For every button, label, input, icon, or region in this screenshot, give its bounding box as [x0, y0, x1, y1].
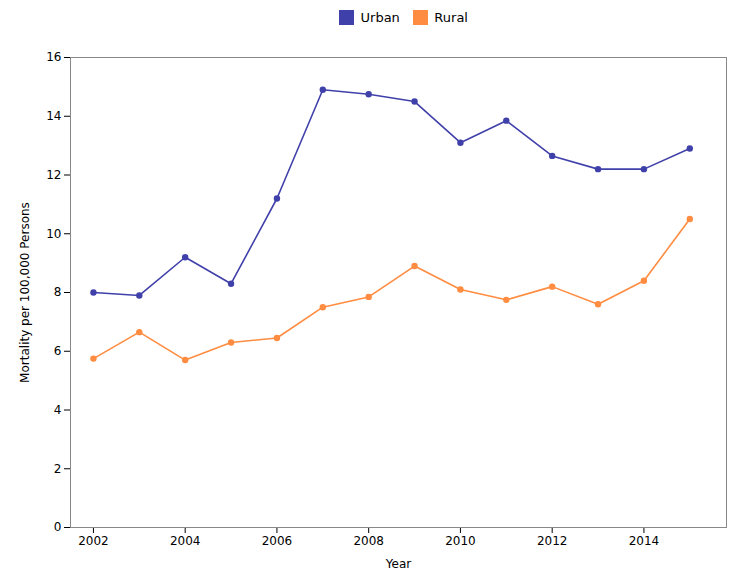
svg-text:4: 4 [54, 402, 62, 416]
svg-text:2004: 2004 [170, 534, 201, 548]
svg-text:2008: 2008 [353, 534, 384, 548]
svg-text:Year: Year [385, 556, 411, 570]
svg-text:0: 0 [54, 520, 62, 534]
svg-text:12: 12 [46, 167, 61, 181]
svg-text:14: 14 [46, 109, 61, 123]
svg-text:2010: 2010 [445, 534, 476, 548]
svg-text:16: 16 [46, 50, 61, 64]
html-text:Rural: Rural [434, 9, 468, 25]
svg-text:8: 8 [54, 285, 62, 299]
svg-text:2002: 2002 [78, 534, 109, 548]
svg-text:6: 6 [54, 344, 62, 358]
svg-text:2006: 2006 [262, 534, 293, 548]
svg-text:Mortality per 100,000 Persons: Mortality per 100,000 Persons [18, 202, 32, 383]
html-text:Urban: Urban [360, 9, 400, 25]
svg-text:2014: 2014 [629, 534, 660, 548]
svg-text:2012: 2012 [537, 534, 568, 548]
svg-text:10: 10 [46, 226, 61, 240]
svg-text:2: 2 [54, 461, 62, 475]
